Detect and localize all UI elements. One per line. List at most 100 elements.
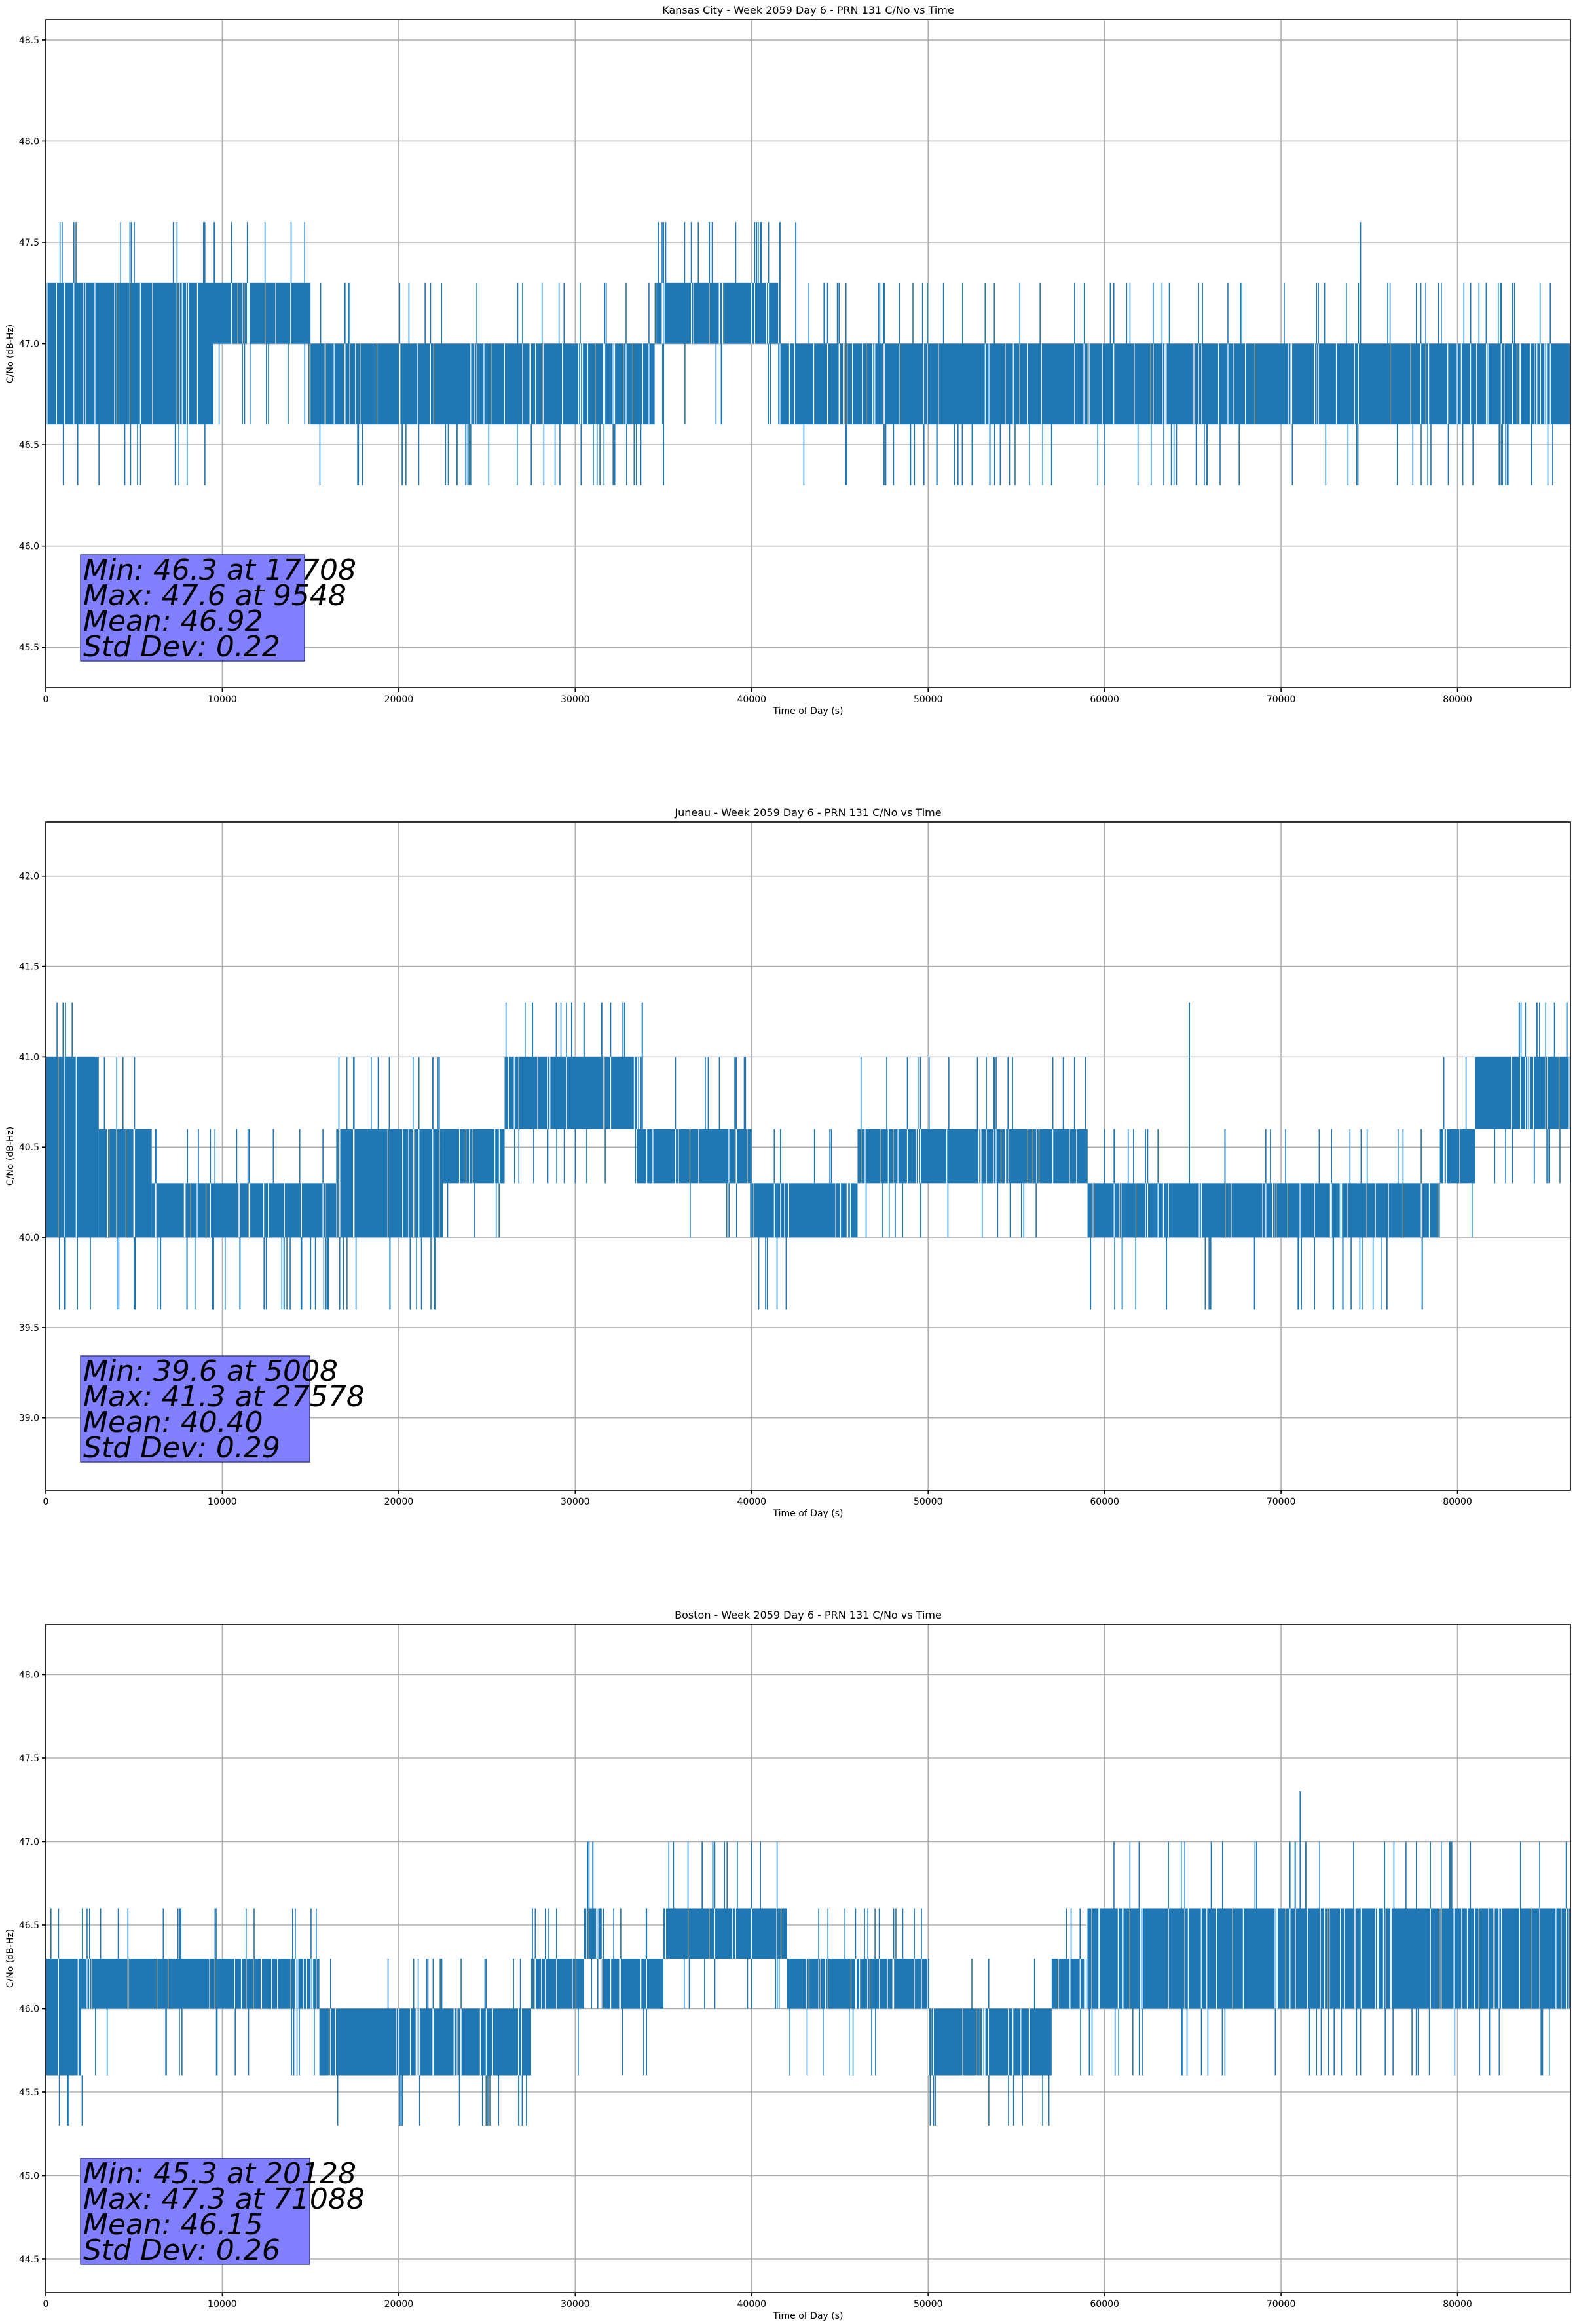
stat-min: Min: 39.6 at 5008 [83, 1355, 338, 1388]
x-tick-label: 60000 [1090, 694, 1119, 705]
plot-frame [45, 1624, 1571, 2293]
axis-ticks: 0 10000 20000 30000 40000 50000 60000 70000 8000… [19, 872, 1472, 1507]
x-tick-label: 30000 [561, 1497, 590, 1507]
x-tick-label: 50000 [914, 2299, 943, 2310]
series-band [443, 1129, 505, 1184]
series-band [654, 282, 779, 344]
series-band [928, 2008, 1052, 2076]
chart-title: Kansas City - Week 2059 Day 6 - PRN 131 … [662, 4, 954, 16]
axis-ticks: 0 10000 20000 30000 40000 50000 60000 70000 8000… [19, 1670, 1472, 2310]
stat-max: Max: 41.3 at 27578 [83, 1380, 365, 1414]
stat-std-dev: Std Dev: 0.26 [83, 2234, 280, 2267]
y-tick-label: 45.5 [19, 643, 39, 653]
series-band [637, 1129, 752, 1184]
x-tick-label: 30000 [561, 694, 590, 705]
x-tick-label: 80000 [1443, 1497, 1472, 1507]
axis-ticks: 0 10000 20000 30000 40000 50000 60000 70000 8000… [19, 35, 1472, 705]
y-tick-label: 46.0 [19, 542, 39, 552]
y-tick-label: 46.5 [19, 1921, 39, 1931]
x-tick-label: 40000 [737, 2299, 767, 2310]
series-band [46, 1057, 99, 1238]
chart-title: Juneau - Week 2059 Day 6 - PRN 131 C/No … [674, 806, 941, 819]
data-series [46, 1002, 1571, 1310]
x-tick-label: 0 [43, 2299, 49, 2310]
x-tick-label: 70000 [1267, 1497, 1296, 1507]
x-tick-label: 50000 [914, 694, 943, 705]
series-band [751, 1183, 858, 1238]
plot-frame [45, 19, 1571, 688]
stat-max: Max: 47.6 at 9548 [83, 579, 346, 612]
stat-mean: Mean: 46.92 [83, 605, 263, 638]
x-axis-label: Time of Day (s) [773, 706, 844, 717]
chart-panel-kansas-city: Kansas City - Week 2059 Day 6 - PRN 131 … [5, 4, 1571, 717]
series-band [81, 1959, 320, 2009]
x-tick-label: 30000 [561, 2299, 590, 2310]
y-tick-label: 40.5 [19, 1142, 39, 1153]
stat-std-dev: Std Dev: 0.22 [83, 630, 280, 664]
y-axis-label: C/No (dB-Hz) [5, 1127, 16, 1186]
series-band [319, 2008, 531, 2076]
series-band [787, 1959, 929, 2009]
x-tick-label: 10000 [208, 1497, 237, 1507]
series-band [98, 1129, 152, 1238]
series-band [1086, 1183, 1440, 1238]
series-band [530, 1959, 584, 2009]
stats-box: Min: 45.3 at 20128 Max: 47.3 at 71088 Me… [80, 2157, 365, 2267]
x-tick-label: 20000 [384, 1497, 414, 1507]
x-tick-label: 0 [43, 1497, 49, 1507]
stat-min: Min: 46.3 at 17708 [83, 553, 356, 587]
stat-mean: Mean: 40.40 [83, 1406, 263, 1439]
x-axis-label: Time of Day (s) [773, 1509, 844, 1519]
series-band [46, 1959, 81, 2076]
y-tick-label: 42.0 [19, 872, 39, 882]
series-band [778, 343, 1570, 425]
chart-title: Boston - Week 2059 Day 6 - PRN 131 C/No … [675, 1609, 942, 1621]
y-tick-label: 48.5 [19, 35, 39, 46]
stats-box: Min: 39.6 at 5008 Max: 41.3 at 27578 Mea… [80, 1355, 365, 1465]
series-band [1439, 1129, 1475, 1184]
y-tick-label: 45.5 [19, 2088, 39, 2098]
series-band [504, 1057, 637, 1129]
series-band [213, 282, 311, 344]
y-tick-label: 44.5 [19, 2255, 39, 2265]
y-tick-label: 41.5 [19, 962, 39, 973]
series-band [601, 1959, 664, 2009]
x-tick-label: 60000 [1090, 2299, 1119, 2310]
data-series [46, 1791, 1570, 2126]
x-tick-label: 10000 [208, 694, 237, 705]
stat-max: Max: 47.3 at 71088 [83, 2183, 365, 2216]
y-tick-label: 47.0 [19, 1837, 39, 1848]
series-band [1475, 1057, 1570, 1129]
y-axis-label: C/No (dB-Hz) [5, 1929, 16, 1988]
y-tick-label: 48.0 [19, 136, 39, 147]
x-tick-label: 0 [43, 694, 49, 705]
x-tick-label: 80000 [1443, 694, 1472, 705]
y-axis-label: C/No (dB-Hz) [5, 324, 16, 383]
chart-panel-boston: Boston - Week 2059 Day 6 - PRN 131 C/No … [5, 1609, 1571, 2321]
x-tick-label: 40000 [737, 694, 767, 705]
y-tick-label: 46.5 [19, 440, 39, 451]
y-tick-label: 47.5 [19, 238, 39, 248]
y-tick-label: 46.0 [19, 2004, 39, 2015]
series-band [1086, 1908, 1570, 2009]
y-tick-label: 40.0 [19, 1233, 39, 1243]
y-tick-label: 45.0 [19, 2171, 39, 2182]
x-tick-label: 50000 [914, 1497, 943, 1507]
x-tick-label: 20000 [384, 694, 414, 705]
series-band [663, 1908, 787, 1959]
x-tick-label: 70000 [1267, 2299, 1296, 2310]
stat-mean: Mean: 46.15 [83, 2208, 263, 2241]
plot-frame [45, 821, 1571, 1491]
x-tick-label: 40000 [737, 1497, 767, 1507]
y-tick-label: 47.5 [19, 1753, 39, 1764]
x-tick-label: 80000 [1443, 2299, 1472, 2310]
series-band [310, 343, 655, 425]
stats-box: Min: 46.3 at 17708 Max: 47.6 at 9548 Mea… [80, 553, 356, 664]
data-series [46, 222, 1570, 485]
series-band [1051, 1959, 1087, 2009]
x-axis-label: Time of Day (s) [773, 2311, 844, 2321]
y-tick-label: 47.0 [19, 339, 39, 350]
series-band [151, 1183, 337, 1238]
y-tick-label: 48.0 [19, 1670, 39, 1681]
